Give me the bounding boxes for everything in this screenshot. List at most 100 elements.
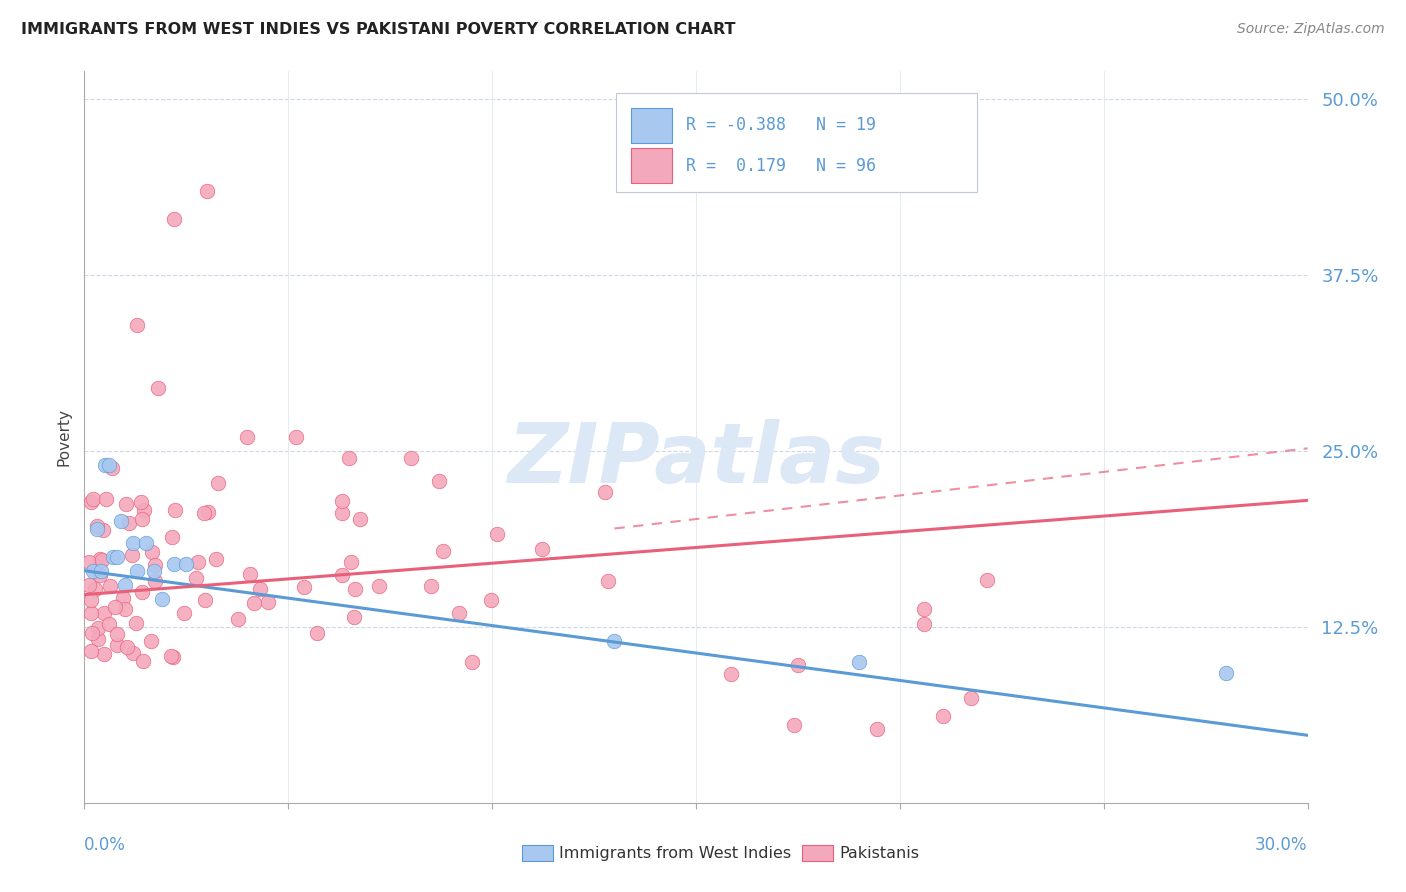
Point bbox=[603, 634, 626, 648]
Point bbox=[848, 655, 870, 669]
FancyBboxPatch shape bbox=[616, 94, 977, 192]
Point bbox=[131, 511, 153, 525]
Point bbox=[131, 585, 153, 599]
Point bbox=[367, 579, 389, 593]
Point bbox=[118, 516, 141, 530]
Point bbox=[114, 601, 136, 615]
Point bbox=[122, 535, 145, 549]
Point bbox=[139, 633, 162, 648]
Point bbox=[343, 582, 366, 596]
Point bbox=[195, 184, 218, 198]
Point bbox=[80, 626, 103, 640]
Point bbox=[87, 622, 110, 636]
Point bbox=[105, 638, 128, 652]
Point bbox=[160, 530, 183, 544]
Point bbox=[143, 558, 166, 572]
Point bbox=[340, 555, 363, 569]
Point bbox=[115, 640, 138, 655]
Point bbox=[86, 521, 108, 535]
Point bbox=[912, 617, 935, 632]
Point bbox=[101, 549, 124, 564]
Bar bbox=[631, 108, 672, 143]
Point bbox=[129, 494, 152, 508]
Point bbox=[461, 655, 484, 669]
Point bbox=[160, 648, 183, 663]
Point bbox=[429, 475, 451, 489]
Point bbox=[163, 503, 186, 517]
Point bbox=[125, 615, 148, 630]
Point bbox=[82, 564, 104, 578]
Point bbox=[932, 709, 955, 723]
Point bbox=[593, 485, 616, 500]
Point bbox=[142, 564, 165, 578]
Text: Source: ZipAtlas.com: Source: ZipAtlas.com bbox=[1237, 22, 1385, 37]
Point bbox=[330, 568, 353, 582]
Point bbox=[86, 518, 108, 533]
Point bbox=[105, 549, 128, 564]
Point bbox=[783, 718, 806, 732]
Point bbox=[146, 381, 169, 395]
Point bbox=[249, 582, 271, 597]
Text: R = -0.388   N = 19: R = -0.388 N = 19 bbox=[686, 117, 876, 135]
Point bbox=[121, 548, 143, 562]
Text: Pakistanis: Pakistanis bbox=[839, 846, 920, 861]
Point bbox=[94, 491, 117, 506]
Point bbox=[236, 430, 259, 444]
Point bbox=[912, 601, 935, 615]
Bar bbox=[522, 846, 553, 862]
Text: R =  0.179   N = 96: R = 0.179 N = 96 bbox=[686, 157, 876, 175]
Point bbox=[787, 657, 810, 672]
Point bbox=[89, 552, 111, 566]
Point bbox=[163, 212, 186, 227]
Point bbox=[432, 544, 454, 558]
Point bbox=[93, 648, 115, 662]
Point bbox=[242, 596, 264, 610]
Point bbox=[82, 492, 104, 507]
Point bbox=[959, 691, 981, 706]
Point bbox=[186, 555, 208, 569]
Point bbox=[194, 593, 217, 607]
Text: 30.0%: 30.0% bbox=[1256, 836, 1308, 854]
Point bbox=[114, 578, 136, 592]
Point bbox=[115, 497, 138, 511]
Point bbox=[1215, 666, 1237, 681]
Point bbox=[186, 571, 208, 585]
Point bbox=[127, 318, 149, 332]
Point bbox=[485, 527, 508, 541]
Point bbox=[90, 564, 112, 578]
Point bbox=[80, 495, 103, 509]
Point bbox=[91, 523, 114, 537]
Point bbox=[420, 579, 443, 593]
Point bbox=[121, 646, 143, 660]
Point bbox=[481, 592, 503, 607]
Point bbox=[104, 599, 127, 614]
Point bbox=[865, 723, 887, 737]
Point bbox=[89, 568, 111, 582]
Point bbox=[307, 626, 329, 640]
Point bbox=[135, 535, 157, 549]
Point bbox=[174, 557, 197, 571]
Point bbox=[173, 606, 195, 620]
Point bbox=[330, 494, 353, 508]
Point bbox=[87, 632, 110, 646]
Point bbox=[93, 606, 115, 620]
Point bbox=[79, 578, 101, 592]
Point bbox=[596, 574, 619, 588]
Point bbox=[257, 595, 280, 609]
Point bbox=[720, 666, 742, 681]
Point bbox=[976, 573, 998, 587]
Point bbox=[83, 582, 105, 597]
Point bbox=[226, 611, 249, 625]
Point bbox=[143, 574, 166, 589]
Point bbox=[339, 451, 361, 466]
Point bbox=[98, 578, 121, 592]
Point bbox=[141, 544, 163, 558]
Point bbox=[447, 606, 470, 620]
Point bbox=[292, 580, 315, 594]
Y-axis label: Poverty: Poverty bbox=[56, 408, 72, 467]
Point bbox=[285, 430, 308, 444]
Point bbox=[332, 506, 354, 520]
Point bbox=[205, 552, 228, 566]
Point bbox=[163, 557, 186, 571]
Point bbox=[134, 503, 156, 517]
